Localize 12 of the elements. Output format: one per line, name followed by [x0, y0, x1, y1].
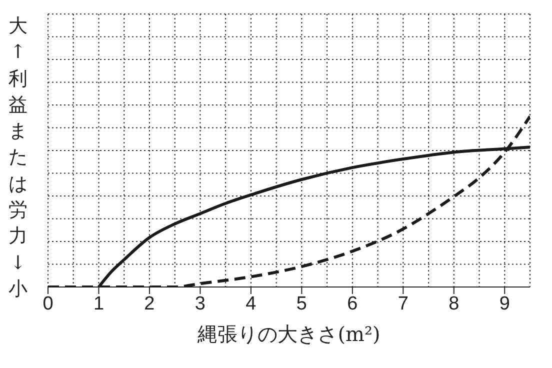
x-tick-label: 7 — [398, 293, 408, 314]
text: 大↑利益または労力↓小 — [8, 15, 28, 300]
x-tick-label: 4 — [246, 293, 257, 314]
x-tick-label: 8 — [448, 293, 460, 314]
x-tick-label: 6 — [347, 293, 358, 314]
x-tick-label: 9 — [499, 293, 510, 314]
x-tick-label: 0 — [42, 293, 54, 314]
x-axis-title: 縄張りの大きさ(m²) — [196, 322, 380, 346]
x-tick-label: 2 — [144, 293, 155, 314]
x-tick-label: 3 — [194, 293, 206, 314]
x-tick-label: 1 — [93, 293, 104, 314]
x-tick-label: 5 — [296, 293, 307, 314]
